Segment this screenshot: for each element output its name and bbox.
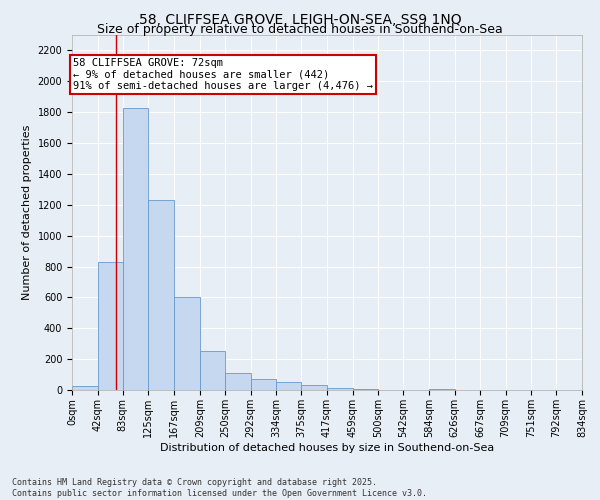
Bar xyxy=(429,389,455,390)
Bar xyxy=(276,382,301,390)
Text: 58, CLIFFSEA GROVE, LEIGH-ON-SEA, SS9 1NQ: 58, CLIFFSEA GROVE, LEIGH-ON-SEA, SS9 1N… xyxy=(139,12,461,26)
Bar xyxy=(200,350,225,390)
Bar xyxy=(327,388,353,390)
Bar xyxy=(123,108,148,390)
Bar xyxy=(251,379,276,390)
Bar xyxy=(72,386,98,390)
Text: Contains HM Land Registry data © Crown copyright and database right 2025.
Contai: Contains HM Land Registry data © Crown c… xyxy=(12,478,427,498)
Bar xyxy=(148,200,174,390)
Bar xyxy=(98,262,123,390)
Bar xyxy=(301,386,327,390)
Text: 58 CLIFFSEA GROVE: 72sqm
← 9% of detached houses are smaller (442)
91% of semi-d: 58 CLIFFSEA GROVE: 72sqm ← 9% of detache… xyxy=(73,58,373,92)
Bar xyxy=(174,298,200,390)
Bar xyxy=(353,389,378,390)
X-axis label: Distribution of detached houses by size in Southend-on-Sea: Distribution of detached houses by size … xyxy=(160,442,494,452)
Y-axis label: Number of detached properties: Number of detached properties xyxy=(22,125,32,300)
Text: Size of property relative to detached houses in Southend-on-Sea: Size of property relative to detached ho… xyxy=(97,22,503,36)
Bar xyxy=(225,373,251,390)
